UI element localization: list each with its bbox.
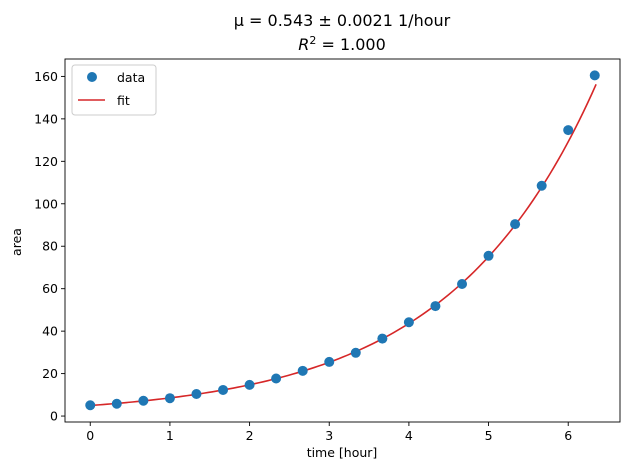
legend-data-label: data: [117, 70, 145, 85]
axes-frame: [64, 58, 621, 423]
y-tick-label: 100: [34, 196, 58, 211]
x-tick-label: 5: [485, 428, 493, 443]
data-point: [563, 125, 574, 136]
data-point: [191, 388, 202, 399]
data-point: [457, 279, 468, 290]
x-axis-label: time [hour]: [307, 445, 378, 460]
data-point: [377, 333, 388, 344]
x-tick-label: 0: [86, 428, 94, 443]
y-tick-label: 80: [42, 239, 58, 254]
y-tick-label: 160: [34, 69, 58, 84]
x-tick-label: 4: [405, 428, 413, 443]
data-point: [430, 301, 441, 312]
chart-title-line2: R2 = 1.000: [298, 34, 386, 54]
data-point: [403, 317, 414, 328]
data-point: [138, 395, 149, 406]
x-tick-label: 6: [564, 428, 572, 443]
data-point: [483, 250, 494, 261]
legend-data-marker: [87, 72, 97, 82]
x-tick-label: 3: [325, 428, 333, 443]
chart-title-r: R: [298, 35, 309, 54]
data-point: [271, 373, 282, 384]
y-axis-label: area: [9, 228, 24, 256]
data-point: [536, 180, 547, 191]
data-point: [589, 70, 600, 81]
data-point: [350, 347, 361, 358]
fit-line: [90, 84, 597, 407]
data-point: [218, 384, 229, 395]
y-tick-label: 120: [34, 154, 58, 169]
x-tick-label: 2: [246, 428, 254, 443]
chart-title-line1: μ = 0.543 ± 0.0021 1/hour: [234, 11, 451, 30]
legend-fit-label: fit: [117, 93, 130, 108]
y-tick-label: 20: [42, 366, 58, 381]
chart-title-superscript: 2: [309, 34, 316, 47]
data-point: [85, 400, 96, 411]
data-point: [244, 379, 255, 390]
data-point: [164, 393, 175, 404]
y-tick-label: 60: [42, 281, 58, 296]
data-point: [111, 398, 122, 409]
data-point: [324, 356, 335, 367]
data-point: [297, 365, 308, 376]
y-tick-label: 0: [50, 409, 58, 424]
chart-title-value: = 1.000: [316, 35, 385, 54]
legend: data fit: [71, 64, 157, 116]
x-tick-label: 1: [166, 428, 174, 443]
y-tick-label: 140: [34, 111, 58, 126]
y-tick-label: 40: [42, 324, 58, 339]
data-point: [510, 219, 521, 230]
